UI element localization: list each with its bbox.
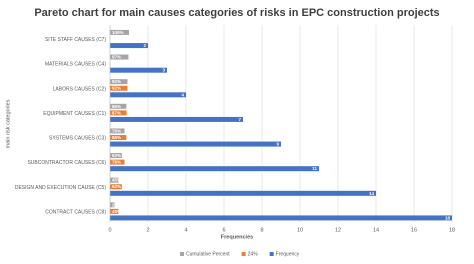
bar (110, 29, 129, 35)
y-axis-title: main risk categories (5, 99, 11, 148)
data-label: 45% (112, 178, 121, 183)
data-label: 7 (238, 117, 241, 122)
legend-label: Cumulative Percent (186, 251, 230, 257)
bar (110, 67, 167, 73)
x-tick-label: 16 (411, 227, 417, 233)
bar (110, 190, 376, 196)
legend-swatch (180, 252, 184, 256)
x-tick-label: 0 (108, 227, 111, 233)
bar (110, 54, 129, 60)
y-tick-label: MATERIALS CAUSES (C4) (45, 62, 106, 68)
bar (110, 116, 243, 122)
data-label: 86% (112, 135, 121, 140)
bar (110, 134, 127, 140)
data-label: 9 (276, 142, 279, 147)
data-label: 2 (143, 43, 146, 48)
bar (110, 208, 119, 214)
data-label: 76% (112, 128, 121, 133)
legend-label: 24% (248, 251, 259, 257)
data-label: 45% (112, 209, 121, 214)
x-tick-label: 14 (373, 227, 379, 233)
bar (110, 128, 125, 134)
bar (110, 43, 148, 49)
data-label: 14 (369, 191, 375, 196)
data-label: 62% (112, 184, 121, 189)
bar (110, 141, 281, 147)
x-tick-label: 4 (184, 227, 187, 233)
y-tick-label: CONTRACT CAUSES (C8) (45, 209, 106, 215)
x-tick-label: 12 (335, 227, 341, 233)
y-tick-label: SUBCONTRACTOR CAUSES (C6) (27, 160, 106, 166)
data-label: 11 (312, 166, 317, 171)
data-label: 18 (445, 215, 451, 220)
y-tick-label: EQUIPMENT CAUSES (C1) (43, 111, 106, 117)
data-label: 92% (112, 86, 121, 91)
bar (110, 79, 128, 85)
bar (110, 103, 127, 109)
data-label: 97% (112, 55, 121, 60)
data-label: 87% (112, 110, 121, 115)
bar (110, 177, 119, 183)
bar (110, 184, 122, 190)
data-label: 62% (112, 153, 121, 158)
x-tick-label: 6 (222, 227, 225, 233)
bar (110, 202, 115, 208)
bar (110, 215, 452, 221)
x-tick-label: 2 (146, 227, 149, 233)
bar (110, 159, 125, 165)
x-axis-title: Frequencies (221, 234, 253, 240)
data-label: 4 (181, 92, 184, 97)
y-tick-label: SITE STAFF CAUSES (C7) (45, 37, 106, 43)
x-tick-label: 8 (260, 227, 263, 233)
chart-title: Pareto chart for main causes categories … (34, 7, 439, 19)
data-label: 86% (112, 104, 121, 109)
legend-label: Frequency (276, 251, 300, 257)
bar (110, 110, 127, 116)
x-tick-label: 18 (449, 227, 455, 233)
y-tick-label: LABORS CAUSES (C2) (53, 86, 107, 92)
y-tick-label: SYSTEMS CAUSES (C3) (49, 136, 106, 142)
data-label: 100% (112, 30, 124, 35)
data-label: 92% (112, 79, 121, 84)
bar (110, 92, 186, 98)
x-tick-label: 10 (297, 227, 303, 233)
data-label: 24% (112, 202, 121, 207)
data-label: 76% (112, 160, 121, 165)
bar (110, 166, 319, 172)
legend-swatch (269, 252, 274, 256)
bar (110, 153, 122, 159)
legend-swatch (241, 252, 246, 256)
y-tick-label: DESIGN AND EXECUTION CAUSE (C5) (15, 185, 106, 191)
bar (110, 85, 128, 91)
data-label: 3 (162, 68, 165, 73)
